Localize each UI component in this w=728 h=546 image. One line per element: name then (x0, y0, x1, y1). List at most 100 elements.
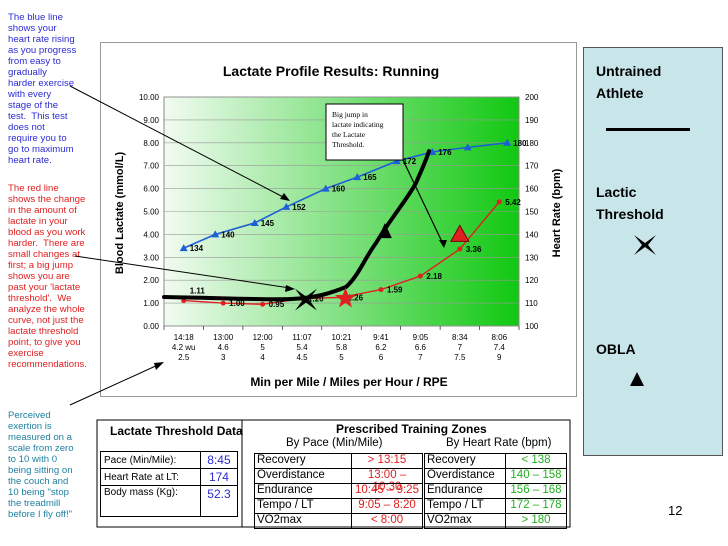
annotation-text: Big jump in lactate indicating the Lactate… (332, 110, 384, 149)
x-tick-label: 8:34 (452, 333, 468, 342)
lactate-point (378, 287, 384, 293)
pace-zone-value: 9:05 – 8:20 (351, 498, 423, 514)
y-tick-label: 2.00 (143, 276, 159, 285)
lactate-point (220, 300, 226, 306)
table-row: Pace (Min/Mile): 8:45 (100, 451, 239, 469)
zones-title: Prescribed Training Zones (336, 422, 487, 436)
lactate-label: 1.26 (348, 293, 364, 302)
hr-zone-name: Recovery (424, 453, 506, 469)
x-tick-label: 13:00 (213, 333, 234, 342)
y-axis-label: Blood Lactate (mmol/L) (114, 152, 126, 275)
chart-title: Lactate Profile Results: Running (223, 63, 439, 79)
y2-axis-label: Heart Rate (bpm) (551, 168, 563, 257)
y2-tick-label: 160 (525, 185, 539, 194)
y2-tick-label: 170 (525, 162, 539, 171)
heart-rate-point (463, 143, 472, 151)
x-tick-label: 9:41 (373, 333, 389, 342)
x-tick-label: 9 (497, 353, 502, 362)
x-tick-label: 7 (458, 343, 463, 352)
x-tick-label: 4.6 (218, 343, 230, 352)
x-tick-label: 6 (379, 353, 384, 362)
y2-tick-label: 100 (525, 322, 539, 331)
annotation-line: Threshold. (332, 140, 364, 149)
pace-zone-name: Endurance (254, 483, 352, 499)
lactate-chart: Lactate Profile Results: Running 10.00 9.… (100, 42, 577, 397)
table-row: Heart Rate at LT: 174 (100, 468, 239, 486)
heart-rate-point (282, 202, 291, 210)
x-tick-label: 7.5 (454, 353, 466, 362)
lactate-label: 0.95 (269, 300, 285, 309)
heart-rate-label: 160 (332, 185, 346, 194)
untrained-athlete-label: Untrained Athlete (596, 63, 662, 101)
pace-header: By Pace (Min/Mile) (286, 437, 383, 449)
lactate-label: 1.20 (308, 295, 324, 304)
x-tick-label: 5.8 (336, 343, 348, 352)
y2-tick-label: 110 (525, 299, 538, 308)
x-tick-label: 7 (418, 353, 423, 362)
x-tick-label: 14:18 (174, 333, 195, 342)
heart-rate-line (183, 142, 508, 249)
lt-hr-value: 174 (199, 468, 239, 486)
red-star-marker (334, 287, 356, 308)
blue-line-note: The blue line shows your heart rate risi… (8, 12, 77, 166)
heart-rate-point (503, 138, 512, 146)
hr-header: By Heart Rate (bpm) (446, 437, 552, 449)
y2-tick-label: 140 (525, 230, 539, 239)
annotation-box: Big jump in lactate indicating the Lactate… (325, 103, 404, 161)
y-tick-label: 10.00 (139, 93, 160, 102)
y-tick-label: 8.00 (143, 139, 159, 148)
pace-zone-value: < 8:00 (351, 513, 423, 529)
annotation-arrow (402, 159, 445, 247)
heart-rate-point (211, 230, 220, 238)
annotation-arrow-head (439, 240, 447, 248)
pace-zone-value: 13:00 – 10:30 (351, 468, 423, 493)
heart-rate-point (392, 157, 401, 165)
training-tables: Lactate Threshold Data Pace (Min/Mile): 8… (96, 419, 571, 529)
pace-zone-value: 10:45 – 9:25 (351, 483, 423, 499)
heart-rate-point (179, 244, 188, 252)
x-tick-label: 7.4 (494, 343, 506, 352)
lactate-point (457, 246, 463, 252)
x-tick-label: 4.2 wu (172, 343, 196, 352)
y2-tick-label: 180 (525, 139, 539, 148)
blue-note-arrow (69, 85, 286, 199)
x-tick-label: 8:06 (491, 333, 507, 342)
y2-tick-label: 190 (525, 116, 539, 125)
heart-rate-label: 152 (292, 203, 306, 212)
slide-number: 12 (668, 503, 683, 518)
red-note-arrow (74, 255, 291, 289)
x-tick-label: 6.2 (375, 343, 387, 352)
lt-mass-value: 52.3 (199, 485, 239, 517)
heart-rate-point (250, 218, 259, 226)
pace-zone-value: > 13:15 (351, 453, 423, 469)
lactate-label: 3.36 (466, 245, 482, 254)
lactate-label: 1.11 (190, 287, 206, 296)
pace-zone-name: VO2max (254, 513, 352, 529)
hr-zone-value: > 180 (505, 513, 567, 529)
y-tick-label: 9.00 (143, 116, 159, 125)
y2-tick-label: 130 (525, 253, 539, 262)
rpe-note-arrow (69, 363, 161, 406)
y-tick-label: 3.00 (143, 253, 159, 262)
lactate-label: 1.59 (387, 286, 403, 295)
blue-note-arrow-head (280, 193, 290, 201)
heart-rate-label: 165 (363, 173, 377, 182)
heart-rate-point (321, 184, 330, 192)
red-line-note: The red line shows the change in the amo… (8, 183, 87, 370)
hand-drawn-curve (162, 149, 431, 302)
x-tick-label: 4 (260, 353, 265, 362)
x-tick-label: 10:21 (331, 333, 352, 342)
annotation-line: Big jump in (332, 110, 368, 119)
x-tick-label: 11:07 (292, 333, 312, 342)
x-tick-label: 5 (339, 353, 344, 362)
lt-pace-value: 8:45 (199, 451, 239, 469)
x-tick-label: 5.4 (296, 343, 308, 352)
annotation-line: the Lactate (332, 130, 366, 139)
heart-rate-label: 176 (438, 148, 452, 157)
lactic-threshold-label: Lactic Threshold (596, 184, 664, 222)
lactate-point (260, 301, 266, 307)
red-note-arrow-head (285, 285, 295, 292)
x-tick-label: 3 (221, 353, 226, 362)
obla-label: OBLA (596, 341, 636, 357)
lactic-threshold-symbol-icon (634, 235, 656, 255)
